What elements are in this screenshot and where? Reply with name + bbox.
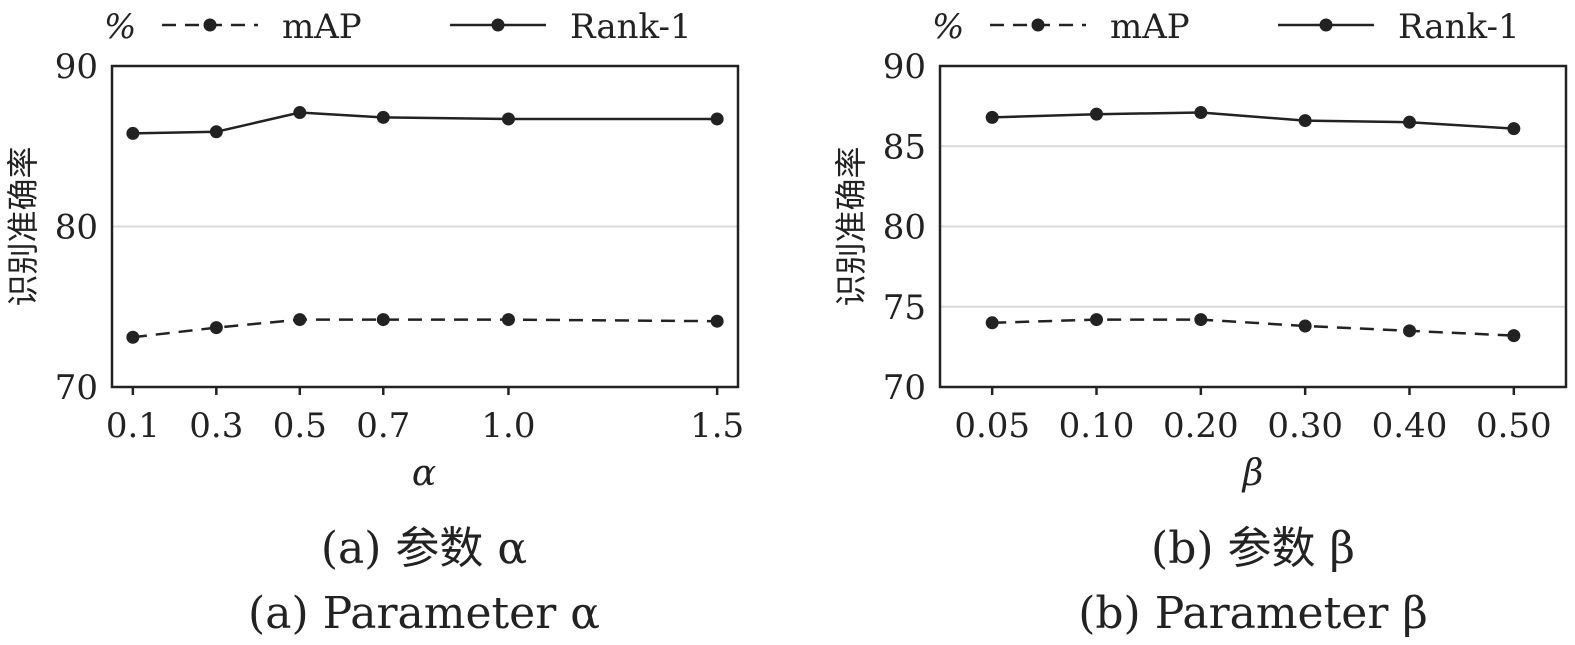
legend-label-rank-1: Rank-1	[1398, 7, 1520, 47]
legend: % mAP Rank-1	[932, 7, 1520, 47]
plot-frame	[938, 64, 1568, 389]
data-point-rank-1	[1507, 122, 1521, 136]
data-point-rank-1	[293, 106, 307, 120]
legend: % mAP Rank-1	[104, 7, 692, 47]
data-point-map	[209, 321, 223, 335]
series-line-rank-1	[992, 111, 1514, 130]
x-tick-label: 0.7	[356, 406, 410, 446]
x-tick-label: 0.50	[1476, 406, 1552, 446]
legend-marker	[1031, 18, 1045, 32]
data-point-map	[1403, 324, 1416, 338]
data-point-map	[1298, 319, 1312, 333]
series-rank-1	[985, 106, 1521, 136]
data-point-rank-1	[1298, 114, 1312, 128]
y-tick-label: 90	[883, 47, 926, 87]
caption-chinese: (a) 参数 α	[321, 523, 527, 574]
series-map	[126, 313, 724, 344]
series-rank-1	[126, 106, 724, 140]
legend-label-map: mAP	[1110, 7, 1190, 47]
series-line-map	[132, 318, 718, 339]
y-tick-label: 80	[55, 208, 98, 248]
legend-unit: %	[104, 7, 136, 47]
x-tick-label: 0.40	[1372, 406, 1448, 446]
data-point-rank-1	[1194, 106, 1208, 120]
caption-chinese: (b) 参数 β	[1151, 523, 1355, 574]
data-point-rank-1	[126, 126, 140, 140]
x-axis-label: α	[412, 453, 436, 494]
chart-panel-b: 70 75 80 85 90 0.05 0.10 0.20 0.30 0.40 0.50 β 识别准确率…	[832, 7, 1568, 639]
x-tick-label: 1.0	[481, 406, 535, 446]
y-axis-label: 识别准确率	[4, 146, 42, 306]
data-point-map	[501, 313, 515, 327]
y-tick-label: 90	[55, 47, 98, 87]
data-point-map	[293, 313, 307, 327]
legend-label-rank-1: Rank-1	[570, 7, 692, 47]
x-tick-label: 0.1	[106, 406, 160, 446]
series-line-rank-1	[132, 111, 718, 135]
x-tick-label: 0.20	[1163, 406, 1239, 446]
legend-swatch-map	[990, 18, 1086, 32]
y-tick-label: 70	[55, 368, 98, 408]
series-line-map	[992, 318, 1514, 337]
plot-frame	[110, 64, 740, 389]
data-point-rank-1	[985, 110, 999, 124]
legend-marker	[1319, 18, 1333, 32]
x-tick-label: 0.30	[1267, 406, 1343, 446]
x-axis-label: β	[1241, 453, 1264, 494]
legend-label-map: mAP	[282, 7, 362, 47]
series-map	[985, 313, 1521, 343]
data-point-rank-1	[1090, 107, 1103, 121]
data-point-rank-1	[376, 110, 390, 124]
y-tick-label: 85	[883, 127, 926, 167]
data-point-rank-1	[209, 125, 223, 139]
legend-swatch-map	[162, 18, 258, 32]
legend-swatch-rank-1	[450, 18, 546, 32]
data-point-map	[985, 316, 999, 330]
data-point-rank-1	[710, 112, 724, 126]
data-point-map	[1194, 313, 1208, 327]
legend-marker	[491, 18, 505, 32]
legend-unit: %	[932, 7, 964, 47]
legend-marker	[203, 18, 217, 32]
x-tick-label: 0.05	[954, 406, 1030, 446]
legend-swatch-rank-1	[1278, 18, 1374, 32]
x-tick-label: 0.3	[189, 406, 243, 446]
caption-english: (a) Parameter α	[248, 588, 600, 639]
data-point-rank-1	[501, 112, 515, 126]
data-point-map	[376, 313, 390, 327]
caption-english: (b) Parameter β	[1078, 588, 1428, 639]
data-point-map	[126, 330, 140, 344]
chart-panel-a: 70 80 90 0.1 0.3 0.5 0.7 1.0 1.5 α 识别准确率% mAP Rank-1…	[4, 7, 744, 639]
x-tick-label: 0.10	[1059, 406, 1135, 446]
y-tick-label: 80	[883, 208, 926, 248]
y-tick-label: 70	[883, 368, 926, 408]
y-tick-label: 75	[883, 288, 926, 328]
data-point-map	[710, 314, 724, 328]
data-point-map	[1090, 313, 1103, 327]
x-tick-label: 0.5	[273, 406, 327, 446]
x-tick-label: 1.5	[690, 406, 744, 446]
y-axis-label: 识别准确率	[832, 146, 870, 306]
data-point-rank-1	[1403, 115, 1416, 129]
data-point-map	[1507, 329, 1521, 343]
